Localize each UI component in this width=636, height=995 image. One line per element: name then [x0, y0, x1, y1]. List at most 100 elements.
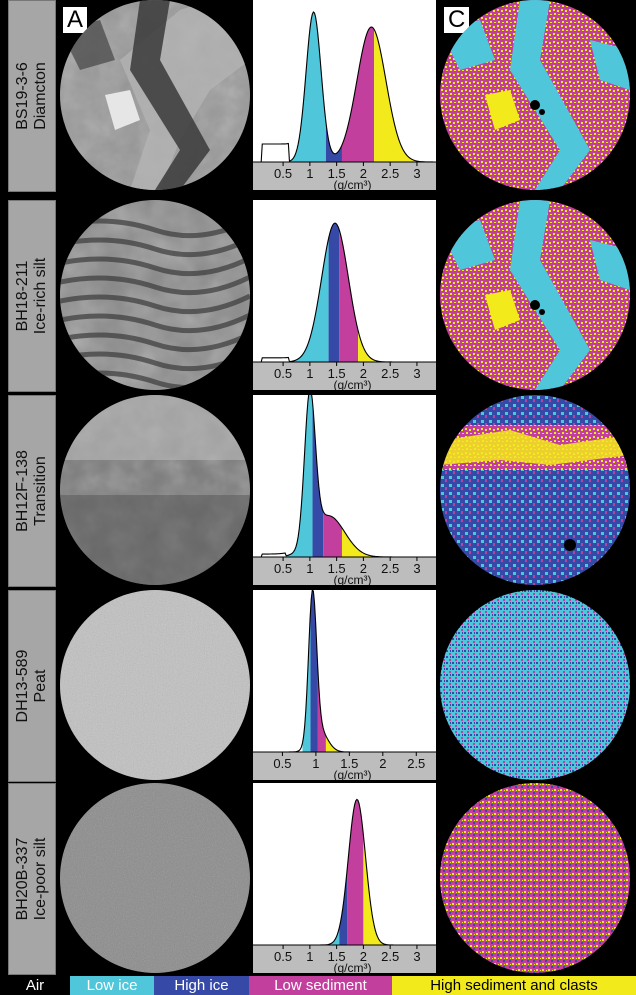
- ct-scan-image: [60, 590, 250, 780]
- ct-scan-image: [60, 0, 250, 190]
- x-tick-label: 0.5: [273, 756, 291, 771]
- x-axis-band: [253, 752, 436, 780]
- sample-id: DH13-589: [14, 649, 31, 723]
- x-tick-label: 0.5: [274, 561, 292, 576]
- x-tick-label: 0.5: [274, 366, 292, 381]
- x-tick-label: 1: [306, 949, 313, 964]
- sample-label-text: BH20B-337 Ice-poor silt: [14, 838, 50, 921]
- sample-label: BH18-211 Ice-rich silt: [8, 200, 56, 392]
- sample-row: BH20B-337 Ice-poor silt 0.5 1 1.5 2 2.5 3 (g/cm³…: [0, 783, 636, 975]
- density-band-air: [259, 143, 289, 162]
- sample-type: Diamcton: [32, 62, 49, 130]
- legend-item-high-ice: High ice: [154, 976, 249, 995]
- x-tick-label: 0.5: [274, 166, 292, 181]
- x-tick-label: 1: [306, 166, 313, 181]
- x-tick-label: 2: [360, 561, 367, 576]
- sample-label-text: DH13-589 Peat: [14, 650, 50, 723]
- density-histogram: 0.5 1 1.5 2 2.5 3 (g/cm³): [253, 387, 436, 587]
- sample-label-text: BH18-211 Ice-rich silt: [14, 258, 50, 334]
- density-band-low-ice: [331, 927, 340, 945]
- x-tick-label: 2.5: [381, 949, 399, 964]
- density-curve: [259, 11, 433, 163]
- x-tick-label: 1.5: [328, 166, 346, 181]
- density-histogram: 0.5 1 1.5 2 2.5 3 (g/cm³): [253, 11, 436, 192]
- x-tick-label: 3: [413, 366, 420, 381]
- segmentation-image: [440, 783, 630, 973]
- x-tick-label: 2: [360, 166, 367, 181]
- density-band-high-ice: [328, 223, 340, 362]
- density-band-high-sediment: [358, 330, 433, 362]
- sample-label-text: BS19-3-6 Diamcton: [14, 62, 50, 130]
- segmentation-panel: [440, 200, 630, 390]
- legend-item-low-ice: Low ice: [70, 976, 154, 995]
- x-axis-band: [253, 557, 436, 585]
- density-band-low-sediment: [323, 511, 342, 557]
- x-axis-band: [253, 162, 436, 190]
- segmentation-panel: [440, 590, 630, 780]
- segmentation-panel: [440, 0, 630, 190]
- x-tick-label: 1: [312, 756, 319, 771]
- sample-row: BH12F-138 Transition 0.5 1 1.5 2 2.5 3 (g/cm³): [0, 387, 636, 587]
- x-axis-band: [253, 945, 436, 973]
- density-band-air: [259, 743, 303, 752]
- density-chart-panel: 0.5 1 1.5 2 2.5 3 (g/cm³): [253, 783, 436, 975]
- sample-row: BH18-211 Ice-rich silt 0.5 1 1.5 2 2.5 3 (g/cm³): [0, 200, 636, 392]
- sample-type: Transition: [32, 456, 49, 526]
- x-tick-label: 2.5: [381, 366, 399, 381]
- density-band-high-ice: [325, 122, 342, 162]
- sample-type: Peat: [32, 669, 49, 703]
- sample-id: BH20B-337: [14, 837, 31, 921]
- sample-label: BS19-3-6 Diamcton: [8, 0, 56, 192]
- sample-label: DH13-589 Peat: [8, 590, 56, 782]
- panel-letter-a: A: [62, 6, 89, 34]
- density-curve: [259, 588, 433, 753]
- ct-scan-panel: [60, 590, 250, 780]
- sample-label: BH20B-337 Ice-poor silt: [8, 783, 56, 975]
- ct-scan-panel: [60, 783, 250, 973]
- sample-row: BS19-3-6 Diamcton 0.5 1 1.5 2 2.5 3 (g/cm³): [0, 0, 636, 192]
- x-tick-label: 0.5: [274, 949, 292, 964]
- legend-item-high-sediment: High sediment and clasts: [392, 976, 636, 995]
- density-band-low-sediment: [347, 799, 364, 945]
- segmentation-image: [440, 200, 630, 390]
- ct-scan-image: [60, 395, 250, 585]
- ct-scan-panel: [60, 200, 250, 390]
- density-chart-panel: 0.5 1 1.5 2 2.5 (g/cm³): [253, 588, 436, 782]
- density-band-low-sediment: [341, 27, 375, 162]
- segmentation-panel: [440, 783, 630, 973]
- density-histogram: 0.5 1 1.5 2 2.5 3 (g/cm³): [253, 222, 436, 392]
- x-tick-label: 1.5: [328, 561, 346, 576]
- sample-label-text: BH12F-138 Transition: [14, 450, 50, 532]
- density-histogram: 0.5 1 1.5 2 2.5 3 (g/cm³): [253, 798, 436, 975]
- x-tick-label: 2: [360, 949, 367, 964]
- density-band-high-sediment: [374, 29, 433, 162]
- x-axis-band: [253, 362, 436, 390]
- density-band-high-sediment: [325, 735, 433, 752]
- x-tick-label: 1: [306, 561, 313, 576]
- legend-item-low-sediment: Low sediment: [249, 976, 392, 995]
- density-band-high-ice: [310, 589, 318, 752]
- ct-scan-panel: [60, 395, 250, 585]
- ct-scan-panel: [60, 0, 250, 190]
- x-tick-label: 3: [413, 949, 420, 964]
- x-tick-label: 2.5: [407, 756, 425, 771]
- sample-row: DH13-589 Peat 0.5 1 1.5 2 2.5 (g/cm³): [0, 588, 636, 782]
- class-legend: Air Low ice High ice Low sediment High sedim…: [0, 976, 636, 995]
- sample-type: Ice-rich silt: [32, 257, 49, 335]
- x-axis-label: (g/cm³): [334, 178, 372, 190]
- density-chart-panel: 0.5 1 1.5 2 2.5 3 (g/cm³): [253, 387, 436, 587]
- density-band-low-ice: [302, 609, 311, 752]
- x-tick-label: 3: [413, 561, 420, 576]
- segmentation-image: [440, 395, 630, 585]
- segmentation-panel: [440, 395, 630, 585]
- density-curve: [259, 387, 433, 558]
- x-axis-label: (g/cm³): [334, 961, 372, 973]
- sample-id: BH12F-138: [14, 450, 31, 532]
- x-axis-label: (g/cm³): [334, 378, 372, 390]
- segmentation-image: [440, 590, 630, 780]
- density-band-high-sediment: [341, 527, 433, 557]
- x-tick-label: 1.5: [340, 756, 358, 771]
- sample-type: Ice-poor silt: [32, 837, 49, 921]
- x-axis-label: (g/cm³): [334, 573, 372, 585]
